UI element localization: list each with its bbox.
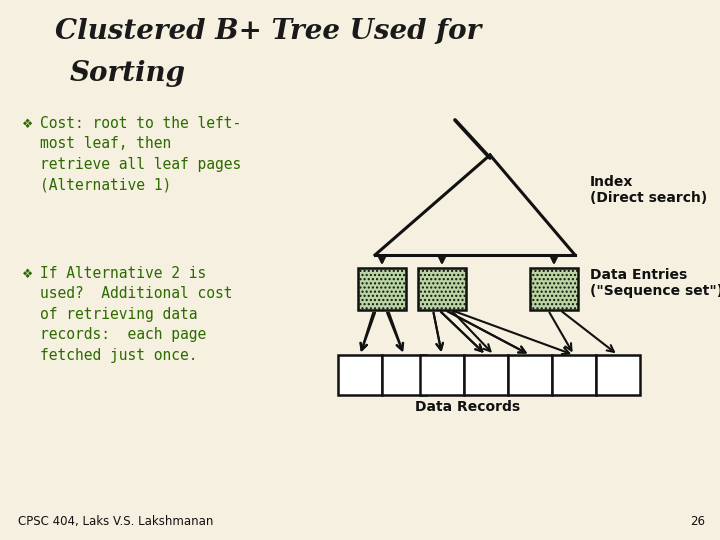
Bar <box>464 355 508 395</box>
Text: CPSC 404, Laks V.S. Lakshmanan: CPSC 404, Laks V.S. Lakshmanan <box>18 515 213 528</box>
Bar <box>358 268 406 310</box>
Text: Clustered B+ Tree Used for: Clustered B+ Tree Used for <box>55 18 481 45</box>
Bar <box>552 355 596 395</box>
Text: 26: 26 <box>690 515 705 528</box>
Text: ❖: ❖ <box>22 268 33 281</box>
Text: ❖: ❖ <box>22 118 33 131</box>
Bar <box>382 355 426 395</box>
Text: Sorting: Sorting <box>70 60 186 87</box>
Text: If Alternative 2 is
used?  Additional cost
of retrieving data
records:  each pag: If Alternative 2 is used? Additional cos… <box>40 266 233 362</box>
Bar <box>420 355 464 395</box>
Bar <box>338 355 382 395</box>
Bar <box>508 355 552 395</box>
Bar <box>596 355 640 395</box>
Bar <box>530 268 578 310</box>
Text: Data Records: Data Records <box>415 400 520 414</box>
Text: Data Entries
("Sequence set"): Data Entries ("Sequence set") <box>590 268 720 298</box>
Text: Cost: root to the left-
most leaf, then
retrieve all leaf pages
(Alternative 1): Cost: root to the left- most leaf, then … <box>40 116 241 192</box>
Bar <box>418 268 466 310</box>
Text: Index
(Direct search): Index (Direct search) <box>590 175 707 205</box>
